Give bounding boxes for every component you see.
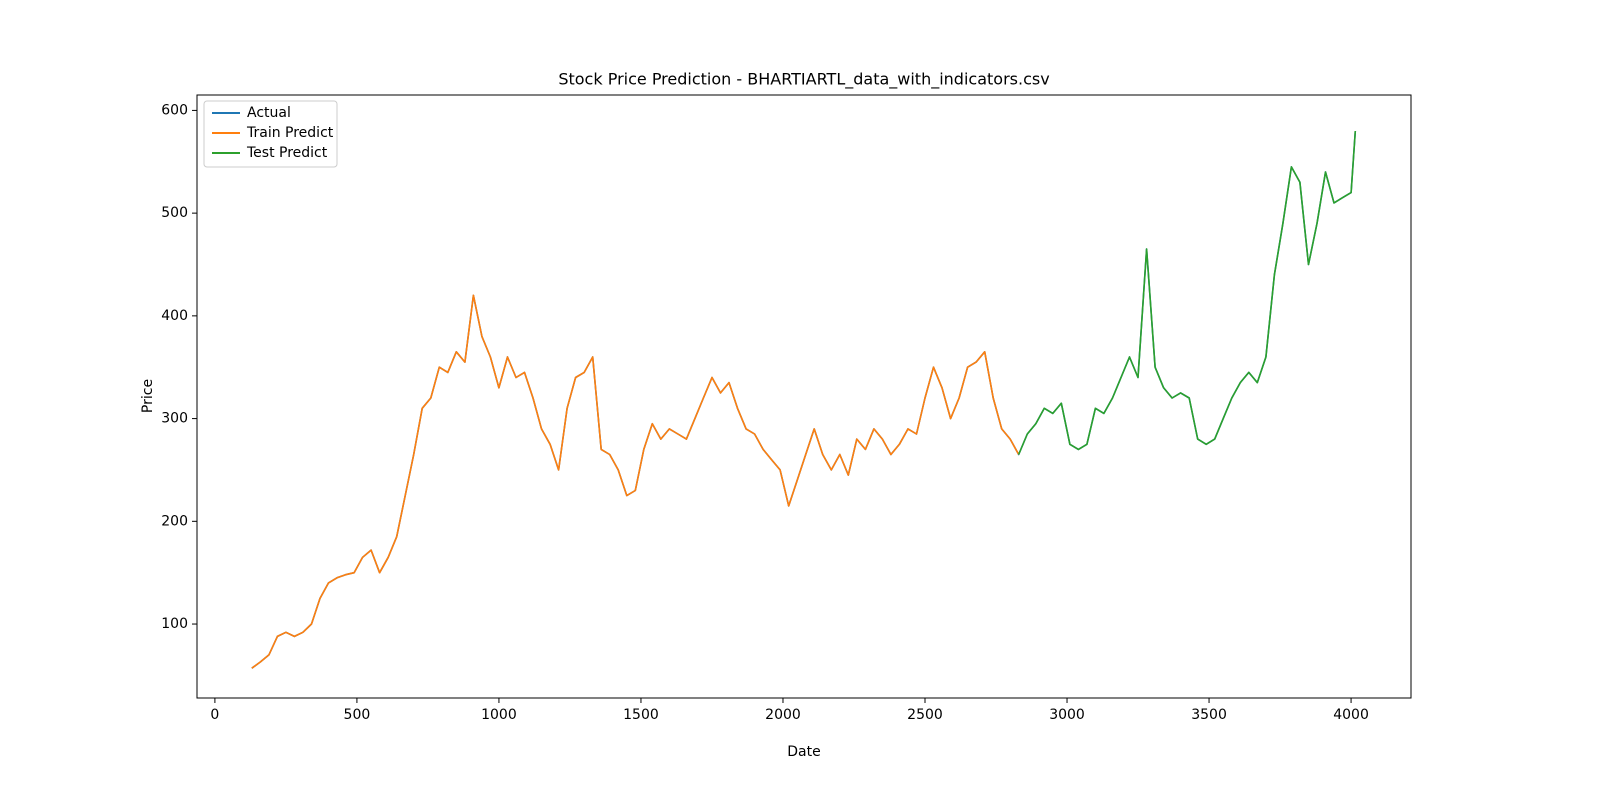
- legend-box: [203, 100, 338, 168]
- x-tick-label: 2500: [907, 707, 943, 723]
- x-tick-label: 1000: [481, 707, 517, 723]
- legend-label: Actual: [247, 105, 291, 121]
- x-tick-label: 500: [344, 707, 371, 723]
- y-tick-label: 200: [161, 513, 188, 529]
- legend-label: Train Predict: [246, 125, 334, 141]
- y-tick-label: 300: [161, 411, 188, 427]
- y-axis-label: Price: [140, 379, 156, 413]
- chart-title: Stock Price Prediction - BHARTIARTL_data…: [558, 70, 1049, 90]
- x-tick-label: 2000: [765, 707, 801, 723]
- y-tick-label: 400: [161, 308, 188, 324]
- x-tick-label: 1500: [623, 707, 659, 723]
- series-line: [251, 294, 1020, 669]
- x-tick-label: 0: [210, 707, 219, 723]
- y-tick-label: 600: [161, 102, 188, 118]
- x-tick-label: 4000: [1333, 707, 1369, 723]
- x-axis-label: Date: [787, 744, 820, 760]
- y-tick-label: 100: [161, 616, 188, 632]
- y-tick-label: 500: [161, 205, 188, 221]
- x-tick-label: 3000: [1049, 707, 1085, 723]
- plot-frame: [196, 94, 1412, 699]
- x-tick-label: 3500: [1191, 707, 1227, 723]
- series-line: [1017, 130, 1357, 455]
- legend-label: Test Predict: [246, 145, 328, 161]
